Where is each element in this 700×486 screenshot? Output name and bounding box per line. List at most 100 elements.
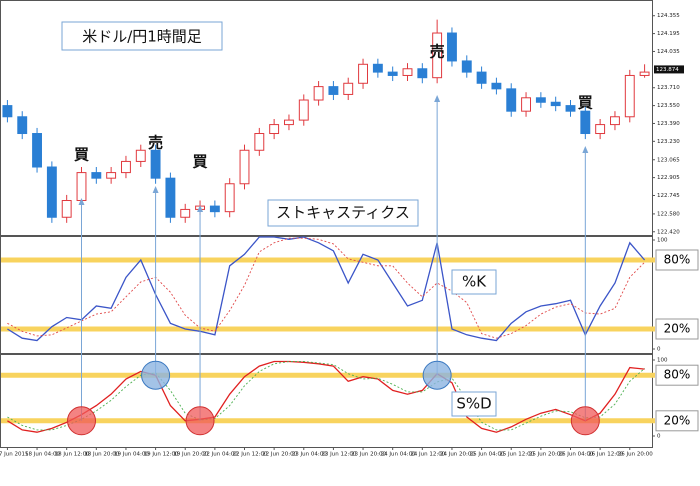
candle-body — [46, 166, 57, 218]
x-tick-label: 25 Jun 04:00 — [470, 452, 505, 458]
candle-body — [343, 82, 354, 95]
level-label-box — [655, 410, 699, 432]
x-tick-label: 24 Jun 12:00 — [410, 452, 445, 458]
candle-body — [447, 32, 457, 62]
candle-body — [387, 71, 398, 76]
x-tick-label: 18 Jun 20:00 — [84, 452, 119, 458]
legend-label: %K — [462, 273, 487, 291]
candle-body — [624, 74, 635, 118]
signal-label: 売 — [430, 43, 445, 61]
x-tick-label: 23 Jun 04:00 — [292, 452, 327, 458]
level-label: 20% — [664, 413, 691, 427]
level-label: 80% — [664, 368, 691, 382]
current-price-label: 123.874 — [656, 67, 679, 73]
x-tick-label: 22 Jun 04:00 — [203, 452, 238, 458]
signal-circle — [141, 360, 171, 390]
y-tick-label: 123.230 — [657, 139, 680, 145]
candle-body — [313, 86, 324, 101]
candle-body — [76, 172, 87, 202]
candle-body — [254, 133, 265, 151]
candle-body — [550, 101, 561, 107]
candle-body — [239, 149, 250, 185]
candle-body — [506, 88, 517, 112]
candle-body — [639, 71, 650, 76]
candle-body — [328, 86, 339, 95]
signal-circle — [67, 406, 96, 436]
signal-circle — [185, 406, 215, 436]
y-tick-label: 124.035 — [657, 49, 680, 55]
candle-body — [402, 68, 413, 76]
candle-body — [284, 119, 294, 126]
candle-body — [298, 99, 309, 121]
candle-body — [121, 160, 131, 174]
candle-body — [269, 124, 280, 135]
level-label: 80% — [664, 253, 691, 267]
candle-body — [372, 63, 383, 73]
x-tick-label: 25 Jun 20:00 — [529, 452, 564, 458]
pane-title: ストキャスティクス — [276, 204, 410, 222]
y-tick-label: 124.195 — [657, 31, 680, 37]
series-line — [7, 360, 645, 433]
x-tick-label: 22 Jun 12:00 — [233, 452, 268, 458]
x-tick-label: 26 Jun 12:00 — [588, 452, 623, 458]
level-label-box — [655, 249, 699, 271]
x-tick-label: 23 Jun 12:00 — [321, 452, 356, 458]
x-tick-label: 23 Jun 20:00 — [351, 452, 386, 458]
chart-title: 米ドル/円1時間足 — [82, 28, 202, 46]
arrow-head — [582, 146, 589, 153]
candle-body — [417, 68, 428, 79]
y-tick-label: 123.390 — [657, 121, 680, 127]
candle-body — [209, 205, 220, 213]
y-tick-label: 122.905 — [657, 175, 680, 181]
candle-body — [432, 32, 443, 79]
y-tick-label: 100 — [657, 238, 668, 244]
x-tick-label: 26 Jun 20:00 — [618, 452, 653, 458]
x-tick-label: 19 Jun 20:00 — [173, 452, 208, 458]
candle-body — [491, 82, 502, 90]
candle-body — [535, 97, 546, 103]
level-label-box — [655, 364, 699, 386]
arrow-head — [434, 95, 441, 102]
candle-body — [106, 172, 117, 179]
candle-body — [358, 63, 368, 84]
signal-label: 売 — [148, 134, 163, 152]
x-tick-label: 25 Jun 12:00 — [499, 452, 534, 458]
x-tick-label: 18 Jun 04:00 — [25, 452, 60, 458]
x-tick-label: 24 Jun 04:00 — [381, 452, 416, 458]
x-tick-label: 17 Jun 2015 — [0, 452, 29, 458]
y-tick-label: 123.550 — [657, 103, 680, 109]
y-tick-label: 0 — [657, 347, 661, 353]
candle-body — [565, 105, 576, 112]
candle-body — [461, 60, 472, 73]
level-label: 20% — [664, 322, 691, 336]
series-line — [7, 237, 645, 339]
x-tick-label: 26 Jun 04:00 — [559, 452, 594, 458]
candle-body — [610, 116, 620, 126]
title-box — [267, 199, 419, 227]
x-tick-label: 19 Jun 12:00 — [144, 452, 179, 458]
x-tick-label: 19 Jun 04:00 — [114, 452, 149, 458]
signal-circle — [570, 406, 600, 436]
y-tick-label: 124.355 — [657, 13, 680, 19]
candle-body — [165, 177, 176, 218]
legend-box — [451, 391, 497, 417]
legend-box — [451, 269, 497, 295]
signal-label: 買 — [193, 153, 208, 171]
title-box — [61, 21, 223, 51]
candle-body — [180, 208, 191, 218]
x-tick-label: 18 Jun 12:00 — [55, 452, 90, 458]
candle-body — [17, 116, 28, 135]
arrow-head — [152, 186, 159, 193]
candle-body — [91, 172, 102, 179]
candle-body — [580, 110, 591, 135]
signal-label: 買 — [578, 94, 593, 112]
y-tick-label: 122.745 — [657, 193, 680, 199]
signal-circle — [422, 360, 452, 390]
series-line — [7, 236, 646, 342]
candle-body — [61, 200, 72, 218]
x-tick-label: 24 Jun 20:00 — [440, 452, 475, 458]
x-tick-label: 22 Jun 20:00 — [262, 452, 297, 458]
y-tick-label: 123.065 — [657, 157, 680, 163]
series-line — [7, 361, 645, 431]
